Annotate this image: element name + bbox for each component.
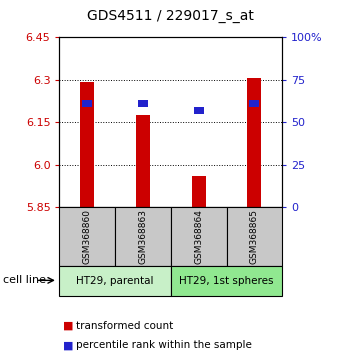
Text: HT29, 1st spheres: HT29, 1st spheres (179, 275, 274, 286)
Bar (138, 100, 148, 107)
Bar (226, 207, 282, 266)
Text: ■: ■ (63, 340, 73, 350)
Text: GSM368860: GSM368860 (83, 209, 92, 264)
Bar (115, 207, 171, 266)
Text: GSM368865: GSM368865 (250, 209, 259, 264)
Bar (171, 207, 226, 266)
Bar (194, 107, 204, 114)
Text: transformed count: transformed count (76, 321, 174, 331)
Bar (171, 266, 282, 296)
Text: GSM368863: GSM368863 (138, 209, 148, 264)
Bar (82, 100, 92, 107)
Text: HT29, parental: HT29, parental (76, 275, 154, 286)
Bar (59, 207, 115, 266)
Bar (59, 266, 171, 296)
Bar (248, 78, 261, 207)
Bar (80, 82, 94, 207)
Bar (192, 176, 206, 207)
Bar (249, 100, 259, 107)
Text: GDS4511 / 229017_s_at: GDS4511 / 229017_s_at (87, 9, 253, 23)
Bar (136, 115, 150, 207)
Text: percentile rank within the sample: percentile rank within the sample (76, 340, 252, 350)
Text: ■: ■ (63, 321, 73, 331)
Text: cell line: cell line (3, 275, 46, 285)
Text: GSM368864: GSM368864 (194, 209, 203, 264)
